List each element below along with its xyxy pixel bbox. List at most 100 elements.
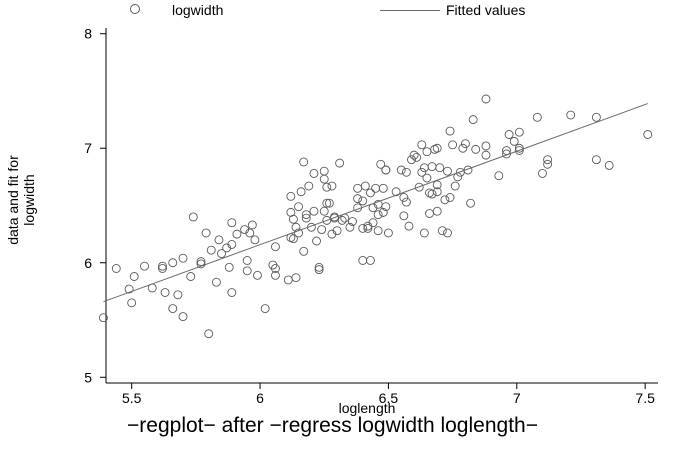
scatter-point [417, 140, 427, 150]
scatter-point [437, 226, 447, 236]
scatter-point [543, 155, 553, 165]
scatter-point [466, 198, 476, 208]
x-tick-label: 5.5 [122, 390, 142, 406]
scatter-point [124, 284, 134, 294]
x-tick-label: 7 [513, 390, 521, 406]
scatter-point [294, 228, 304, 238]
scatter-point [217, 249, 226, 259]
scatter-point [468, 115, 478, 125]
scatter-point [432, 206, 442, 216]
scatter-point [312, 236, 321, 246]
scatter-point [514, 146, 524, 155]
scatter-point [514, 127, 524, 137]
scatter-point [414, 182, 424, 192]
scatter-point [481, 141, 491, 151]
scatter-point [435, 163, 445, 173]
scatter-point [168, 304, 178, 314]
scatter-point [440, 195, 450, 205]
scatter-point [591, 155, 601, 165]
scatter-point [368, 218, 378, 228]
scatter-point [327, 181, 337, 191]
scatter-point [443, 228, 452, 238]
scatter-point [140, 261, 149, 271]
legend-label-fitted-values: Fitted values [446, 2, 526, 18]
scatter-point [319, 166, 329, 176]
scatter-point [253, 270, 262, 280]
scatter-point [514, 143, 524, 153]
x-tick-label: 6.5 [379, 390, 399, 406]
scatter-point [427, 162, 437, 172]
scatter-point [319, 174, 329, 184]
scatter-point [158, 261, 167, 271]
scatter-point [227, 239, 237, 249]
chart-caption: −regplot− after −regress logwidth loglen… [0, 414, 675, 438]
scatter-point [432, 180, 442, 190]
scatter-point [283, 275, 293, 285]
legend-line-marker-icon [380, 10, 440, 11]
scatter-point [543, 159, 553, 169]
scatter-point [409, 150, 419, 160]
scatter-point [245, 228, 255, 238]
scatter-point [301, 213, 311, 223]
scatter-point [407, 155, 416, 165]
scatter-point [335, 158, 345, 168]
scatter-point [425, 209, 434, 218]
scatter-point [396, 165, 406, 175]
scatter-point [363, 221, 373, 231]
scatter-point [232, 229, 242, 239]
scatter-point [332, 226, 342, 236]
x-tick-label: 6 [256, 390, 264, 406]
scatter-point [296, 187, 306, 197]
scatter-point [401, 167, 411, 177]
scatter-point [314, 265, 324, 275]
scatter-point [242, 266, 252, 276]
scatter-point [301, 210, 311, 220]
scatter-point [432, 187, 442, 197]
scatter-point [240, 225, 250, 234]
scatter-point [378, 183, 388, 193]
y-axis-label: data and fit for logwidth [5, 155, 37, 245]
scatter-point [214, 235, 224, 245]
scatter-point [127, 298, 137, 308]
scatter-point [129, 272, 139, 281]
scatter-point [445, 126, 455, 136]
scatter-point [401, 197, 411, 207]
fitted-values-line [103, 103, 648, 303]
y-tick-label: 7 [84, 140, 92, 156]
legend-label-logwidth: logwidth [172, 2, 224, 18]
scatter-point [460, 139, 470, 149]
scatter-point [365, 188, 375, 198]
scatter-point [422, 147, 432, 157]
scatter-point [222, 243, 232, 253]
scatter-point [317, 225, 327, 234]
scatter-point [481, 150, 491, 160]
scatter-point [360, 181, 370, 191]
scatter-point [643, 130, 653, 139]
y-tick-label: 5 [84, 369, 92, 385]
scatter-point [532, 112, 542, 122]
scatter-point [450, 181, 460, 191]
scatter-point [591, 112, 601, 122]
scatter-point [322, 198, 332, 208]
scatter-point [538, 168, 547, 178]
scatter-point [227, 288, 237, 297]
scatter-point [158, 264, 167, 273]
scatter-point [419, 163, 429, 173]
scatter-point [211, 277, 221, 287]
scatter-point [432, 143, 442, 153]
scatter-point [324, 198, 334, 208]
scatter-point [319, 206, 329, 216]
scatter-point [224, 262, 234, 272]
scatter-point [260, 304, 270, 314]
scatter-point [299, 157, 309, 167]
scatter-point [358, 256, 368, 265]
scatter-point [250, 235, 260, 245]
chart-caption-text: −regplot− after −regress logwidth loglen… [127, 414, 538, 437]
scatter-point [419, 228, 429, 238]
scatter-point [445, 193, 455, 202]
scatter-point [378, 207, 388, 217]
scatter-point [271, 264, 280, 273]
scatter-point [417, 167, 427, 177]
scatter-point [376, 159, 386, 169]
